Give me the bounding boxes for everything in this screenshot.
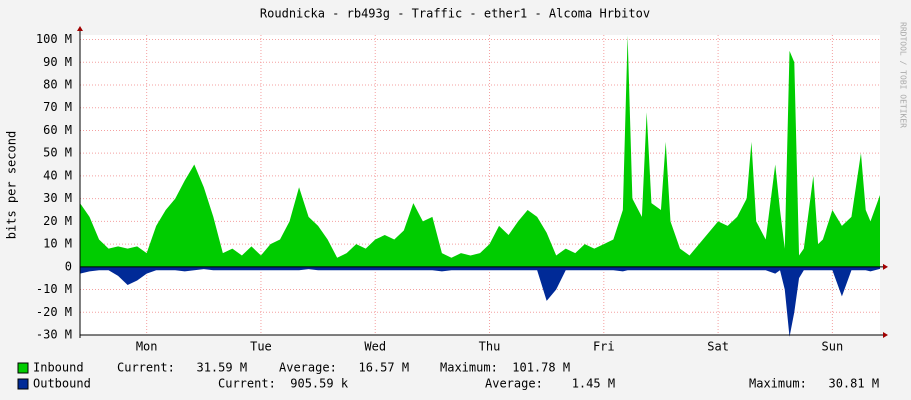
y-tick-label: 50 M [43,146,72,160]
legend-swatch [17,362,29,374]
y-tick-label: 70 M [43,100,72,114]
y-axis-label: bits per second [5,131,19,239]
y-tick-label: 0 [65,259,72,273]
y-axis-arrow [77,26,83,31]
legend-label: Outbound [33,377,91,391]
y-tick-label: -20 M [36,305,72,319]
legend-stat: Maximum: 101.78 M [440,361,570,375]
legend-stat: Current: 905.59 k [218,377,349,391]
legend-stat: Maximum: 30.81 M [749,377,879,391]
area [80,266,880,337]
legend-stat: Average: 16.57 M [279,361,409,375]
area [80,35,880,267]
x-tick-label: Wed [364,340,386,354]
y-tick-label: 80 M [43,78,72,92]
y-tick-label: 90 M [43,55,72,69]
x-axis-bottom-arrow [883,332,888,338]
y-tick-label: -10 M [36,282,72,296]
x-tick-label: Tue [250,340,272,354]
y-tick-label: -30 M [36,328,72,342]
watermark: RRDTOOL / TOBI OETIKER [899,22,908,128]
x-tick-label: Sat [707,340,729,354]
y-tick-label: 20 M [43,214,72,228]
y-tick-label: 40 M [43,168,72,182]
y-tick-label: 60 M [43,123,72,137]
legend-swatch [17,378,29,390]
legend-stat: Current: 31.59 M [117,361,247,375]
y-tick-label: 30 M [43,191,72,205]
x-tick-label: Thu [479,340,501,354]
chart-title: Roudnicka - rb493g - Traffic - ether1 - … [260,7,650,21]
y-tick-label: 100 M [36,32,72,46]
x-tick-label: Mon [136,340,158,354]
legend-label: Inbound [33,361,84,375]
x-tick-label: Sun [822,340,844,354]
legend-stat: Average: 1.45 M [485,377,615,391]
x-tick-label: Fri [593,340,615,354]
x-axis-arrow [883,263,888,270]
y-tick-label: 10 M [43,237,72,251]
